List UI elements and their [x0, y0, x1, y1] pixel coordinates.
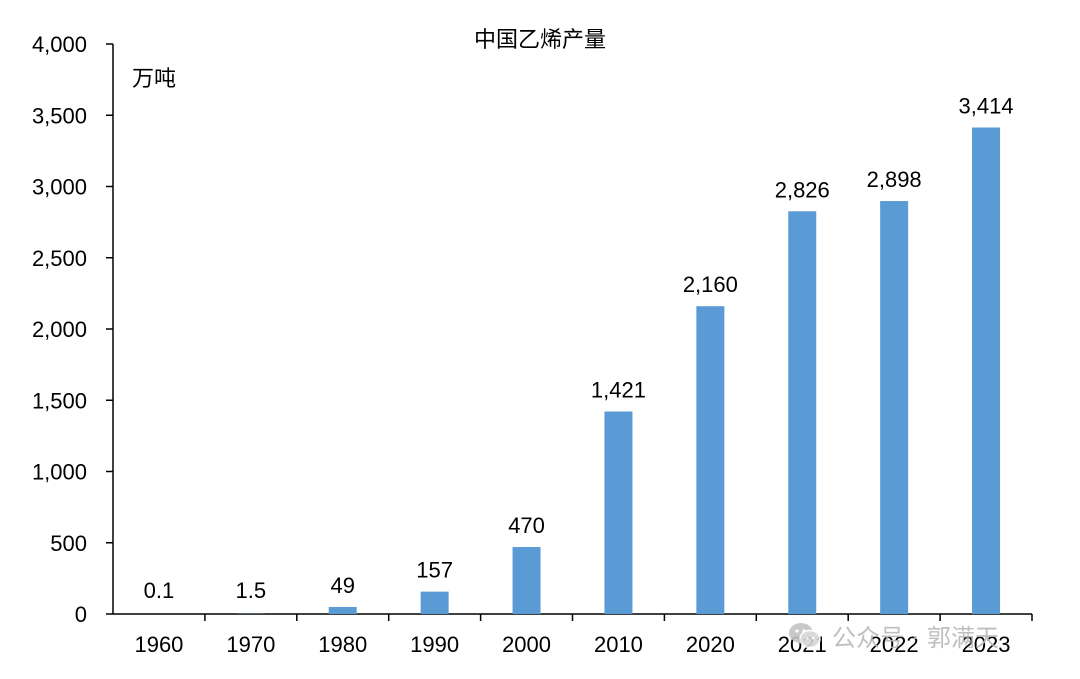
- data-label-1990: 157: [416, 558, 453, 583]
- y-tick-label: 1,500: [32, 388, 87, 413]
- data-label-1960: 0.1: [144, 578, 175, 603]
- data-labels: 0.1 1.5 49 157 470 1,421 2,160 2,826 2,898 3,414: [144, 94, 1014, 603]
- x-axis-labels: 1960197019801990200020102020202120222023: [134, 614, 1033, 657]
- y-tick-label: 0: [75, 602, 87, 627]
- bar-1980: [328, 607, 357, 614]
- data-label-2010: 1,421: [591, 378, 646, 403]
- y-tick-label: 1,000: [32, 460, 87, 485]
- bar-1990: [420, 591, 449, 614]
- y-tick-label: 2,500: [32, 246, 87, 271]
- x-tick-label-1970: 1970: [226, 632, 275, 657]
- x-tick-label-2020: 2020: [686, 632, 735, 657]
- data-label-2023: 3,414: [959, 94, 1014, 119]
- watermark: 公众号 · 郭满天: [788, 618, 999, 653]
- data-label-2000: 470: [508, 513, 545, 538]
- x-tick-label-2023: 2023: [962, 632, 1011, 657]
- y-axis-ticks: 0 500 1,000 1,500 2,000 2,500 3,000 3,500 4,000: [32, 32, 113, 627]
- data-label-1970: 1.5: [236, 578, 267, 603]
- bar-2000: [512, 547, 541, 614]
- bar-2021: [788, 211, 817, 615]
- x-tick-label-1980: 1980: [318, 632, 367, 657]
- y-tick-label: 3,500: [32, 103, 87, 128]
- bar-2022: [880, 201, 909, 614]
- chart-title: 中国乙烯产量: [474, 28, 606, 53]
- wechat-icon: [789, 622, 821, 648]
- y-tick-label: 4,000: [32, 32, 87, 57]
- x-tick-label-2010: 2010: [594, 632, 643, 657]
- data-label-2021: 2,826: [775, 177, 830, 202]
- x-tick-label-1960: 1960: [134, 632, 183, 657]
- watermark-text: 公众号 · 郭满天: [832, 624, 999, 652]
- bar-2023: [972, 127, 1001, 614]
- data-label-2022: 2,898: [867, 167, 922, 192]
- y-axis-unit: 万吨: [132, 67, 176, 92]
- bar-2020: [696, 306, 725, 614]
- x-tick-label-1990: 1990: [410, 632, 459, 657]
- x-tick-label-2022: 2022: [870, 632, 919, 657]
- bar-2010: [604, 411, 633, 614]
- y-tick-label: 500: [50, 531, 87, 556]
- y-tick-label: 2,000: [32, 317, 87, 342]
- x-tick-label-2000: 2000: [502, 632, 551, 657]
- y-tick-label: 3,000: [32, 175, 87, 200]
- data-label-2020: 2,160: [683, 272, 738, 297]
- bars: [144, 127, 1001, 615]
- data-label-1980: 49: [331, 573, 355, 598]
